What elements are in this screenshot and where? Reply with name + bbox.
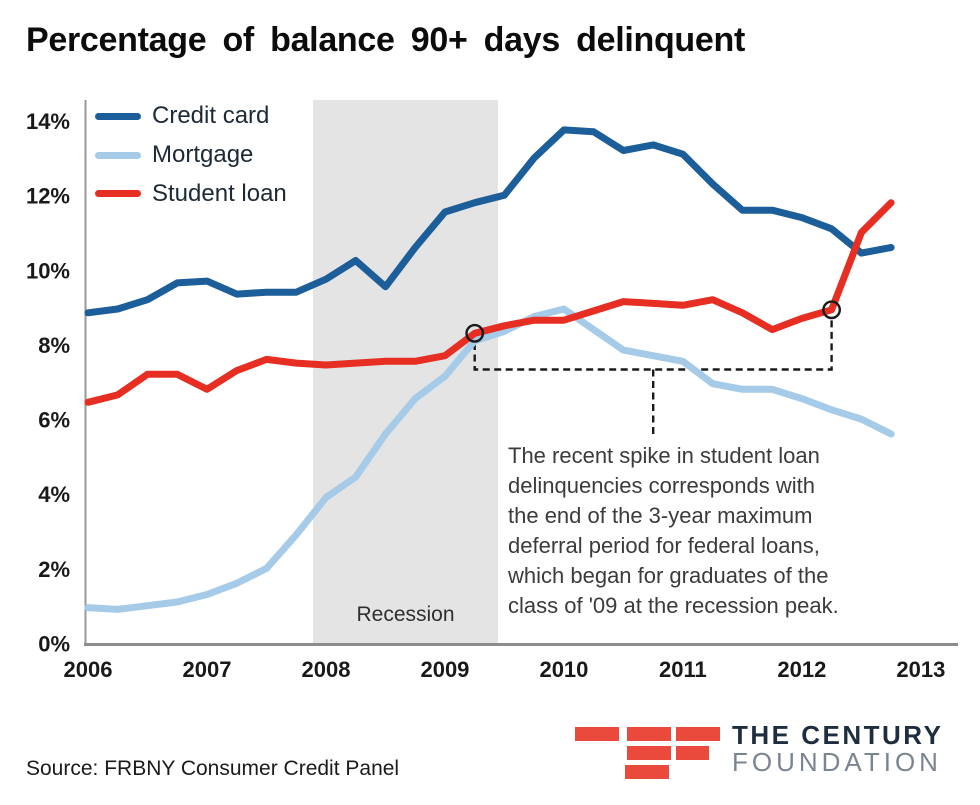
annotation-line: deferral period for federal loans, (508, 533, 820, 558)
y-axis-tick-label: 0% (38, 632, 70, 657)
century-foundation-logo-mark (575, 727, 725, 780)
legend-item-student-loan: Student loan (95, 174, 287, 213)
y-axis-tick-label: 10% (26, 258, 70, 283)
logo-bar (676, 727, 720, 741)
x-axis-tick-label: 2008 (301, 657, 350, 682)
callout-circle (465, 323, 485, 343)
series-line-student-loan (84, 199, 895, 406)
legend-label-credit-card: Credit card (152, 102, 270, 130)
page-title: Percentage of balance 90+ days delinquen… (26, 21, 746, 59)
source-note: Source: FRBNY Consumer Credit Panel (26, 757, 400, 780)
logo-bar (676, 746, 709, 760)
annotation-line: the end of the 3-year maximum (508, 503, 813, 528)
x-axis-tick-label: 2007 (183, 657, 232, 682)
logo-bar (627, 727, 671, 741)
annotation-text: The recent spike in student loan delinque… (508, 441, 898, 621)
y-axis-tick-label: 6% (38, 408, 70, 433)
series-line-credit-card (84, 126, 895, 317)
y-axis-tick-label: 8% (38, 333, 70, 358)
logo-bar (625, 765, 669, 779)
y-axis-tick-label: 12% (26, 184, 70, 209)
logo-text: THE CENTURY FOUNDATION (732, 722, 943, 776)
credit-card-line-swatch (95, 112, 141, 120)
logo-text-foundation: FOUNDATION (732, 747, 942, 777)
mortgage-line-swatch (95, 151, 141, 159)
y-axis-tick-label: 4% (38, 482, 70, 507)
recession-band-label: Recession (356, 603, 455, 626)
recession-band (313, 100, 498, 644)
y-axis-tick-label: 14% (26, 109, 70, 134)
x-axis-tick-label: 2009 (420, 657, 469, 682)
annotation-line: delinquencies corresponds with (508, 473, 815, 498)
annotation-line: which began for graduates of the (508, 563, 829, 588)
legend-label-mortgage: Mortgage (152, 141, 254, 169)
legend: Credit card Mortgage Student loan (95, 97, 287, 213)
series-line-mortgage (84, 305, 895, 613)
century-foundation-logo: THE CENTURY FOUNDATION (575, 722, 955, 787)
student-loan-line-swatch (95, 190, 141, 198)
x-axis-tick-label: 2010 (539, 657, 588, 682)
logo-text-the-century: THE CENTURY (732, 720, 944, 750)
x-axis-tick-label: 2011 (659, 657, 707, 682)
y-axis-tick-label: 2% (38, 557, 70, 582)
callout-circle (822, 300, 841, 320)
logo-bar (627, 746, 671, 760)
annotation-line: The recent spike in student loan (508, 443, 820, 468)
x-axis-tick-label: 2012 (777, 657, 826, 682)
legend-item-credit-card: Credit card (95, 97, 287, 136)
legend-label-student-loan: Student loan (152, 179, 287, 207)
callout-bracket (473, 319, 833, 371)
annotation-line: class of '09 at the recession peak. (508, 593, 839, 618)
x-axis-tick-label: 2006 (64, 657, 113, 682)
logo-bar (575, 727, 619, 741)
legend-item-mortgage: Mortgage (95, 136, 287, 175)
x-axis-tick-label: 2013 (896, 657, 945, 682)
